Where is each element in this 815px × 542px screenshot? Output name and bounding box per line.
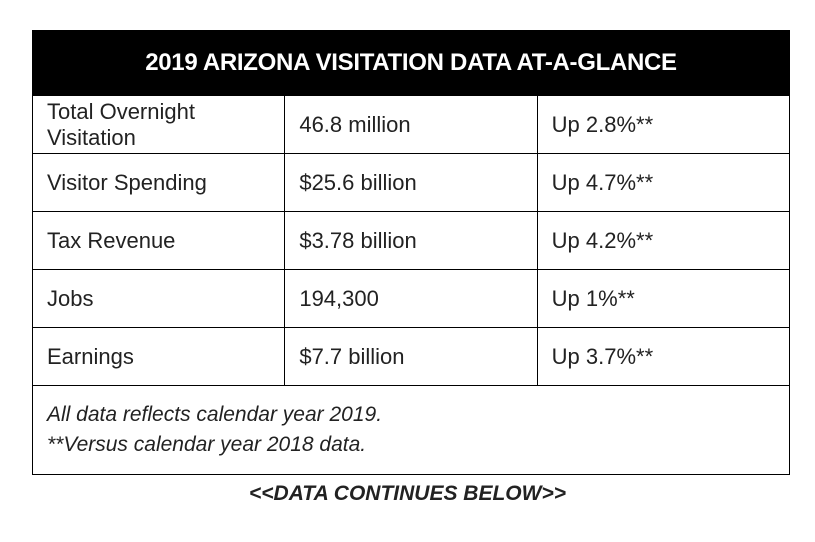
note-comparison: **Versus calendar year 2018 data. (47, 433, 367, 456)
row-change: Up 4.7%** (536, 153, 791, 212)
row-change: Up 2.8%** (536, 95, 791, 154)
table-row: Visitor Spending $25.6 billion Up 4.7%** (31, 153, 791, 212)
row-value: $7.7 billion (284, 327, 538, 386)
note-calendar-year: All data reflects calendar year 2019. (47, 403, 383, 426)
row-change: Up 3.7%** (536, 327, 791, 386)
table-row: Jobs 194,300 Up 1%** (31, 269, 791, 328)
table-title: 2019 ARIZONA VISITATION DATA AT-A-GLANCE (32, 30, 790, 96)
data-continues-label: <<DATA CONTINUES BELOW>> (249, 482, 566, 505)
row-change: Up 4.2%** (536, 211, 791, 270)
row-value: $3.78 billion (284, 211, 538, 270)
row-label: Jobs (31, 269, 286, 328)
row-label: Tax Revenue (31, 211, 286, 270)
row-value: 46.8 million (284, 95, 538, 154)
row-label: Total Overnight Visitation (31, 95, 286, 154)
table-row: Tax Revenue $3.78 billion Up 4.2%** (31, 211, 791, 270)
row-value: $25.6 billion (284, 153, 538, 212)
row-label: Visitor Spending (31, 153, 286, 212)
table-header-row: 2019 ARIZONA VISITATION DATA AT-A-GLANCE (32, 30, 790, 96)
visitation-data-table: 2019 ARIZONA VISITATION DATA AT-A-GLANCE… (31, 30, 791, 475)
row-value: 194,300 (284, 269, 538, 328)
table-row: Earnings $7.7 billion Up 3.7%** (31, 327, 791, 386)
table-row: Total Overnight Visitation 46.8 million … (31, 95, 791, 154)
row-change: Up 1%** (536, 269, 791, 328)
row-label: Earnings (31, 327, 286, 386)
table-notes: All data reflects calendar year 2019. **… (32, 385, 790, 475)
notes-row: All data reflects calendar year 2019. **… (32, 385, 790, 475)
